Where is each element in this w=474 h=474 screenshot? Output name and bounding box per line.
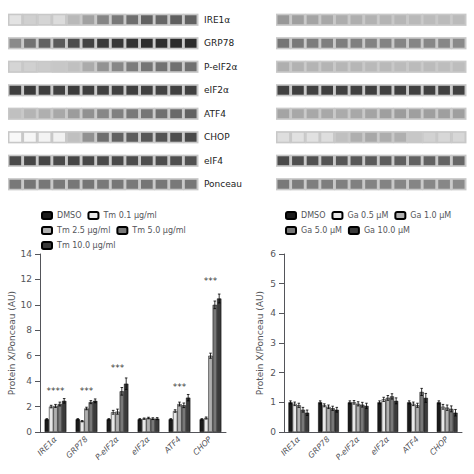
svg-text:0: 0 [26, 427, 32, 437]
svg-text:5: 5 [270, 279, 276, 289]
svg-text:4: 4 [270, 308, 276, 318]
svg-text:***: *** [173, 382, 187, 392]
svg-text:Ga 0.5 μM: Ga 0.5 μM [347, 211, 388, 220]
svg-text:12: 12 [21, 274, 32, 284]
svg-text:Ponceau: Ponceau [204, 179, 242, 189]
svg-text:eIF2α: eIF2α [130, 434, 153, 457]
svg-text:Tm 10.0 μg/ml: Tm 10.0 μg/ml [56, 241, 115, 250]
svg-text:IRE1α: IRE1α [279, 434, 302, 457]
svg-text:Protein X/Ponceau (AU): Protein X/Ponceau (AU) [255, 291, 265, 395]
svg-text:Tm 5.0 μg/ml: Tm 5.0 μg/ml [131, 226, 185, 235]
svg-text:ATF4: ATF4 [204, 109, 226, 119]
svg-text:ATF4: ATF4 [162, 435, 183, 456]
svg-text:eIF2α: eIF2α [369, 434, 392, 457]
svg-text:***: *** [204, 276, 218, 286]
svg-text:0: 0 [270, 427, 276, 437]
svg-text:****: **** [47, 386, 66, 396]
svg-text:IRE1α: IRE1α [204, 15, 230, 25]
svg-text:***: *** [111, 363, 125, 373]
svg-text:P-eIF2α: P-eIF2α [93, 434, 121, 462]
svg-text:ATF4: ATF4 [400, 435, 421, 456]
svg-text:1: 1 [270, 397, 276, 407]
svg-text:2: 2 [270, 368, 276, 378]
svg-text:Ga 1.0 μM: Ga 1.0 μM [410, 211, 451, 220]
svg-text:6: 6 [26, 351, 32, 361]
svg-text:CHOP: CHOP [204, 132, 230, 142]
svg-text:8: 8 [26, 325, 32, 335]
svg-text:CHOP: CHOP [191, 435, 214, 458]
svg-text:14: 14 [21, 249, 33, 259]
svg-text:2: 2 [26, 402, 32, 412]
svg-text:Ga 10.0 μM: Ga 10.0 μM [364, 226, 410, 235]
svg-text:Tm 2.5 μg/ml: Tm 2.5 μg/ml [56, 226, 110, 235]
svg-text:GRP78: GRP78 [306, 435, 331, 460]
svg-text:4: 4 [26, 376, 32, 386]
svg-text:DMSO: DMSO [57, 211, 81, 220]
svg-text:eIF4: eIF4 [204, 156, 223, 166]
svg-text:CHOP: CHOP [428, 435, 451, 458]
svg-text:GRP78: GRP78 [64, 435, 89, 460]
svg-text:***: *** [80, 386, 94, 396]
svg-text:eIF2α: eIF2α [204, 85, 229, 95]
svg-text:P-eIF2α: P-eIF2α [204, 62, 238, 72]
svg-text:Tm 0.1 μg/ml: Tm 0.1 μg/ml [102, 211, 156, 220]
svg-text:DMSO: DMSO [301, 211, 325, 220]
svg-text:P-eIF2α: P-eIF2α [334, 434, 362, 462]
svg-text:IRE1α: IRE1α [36, 434, 59, 457]
svg-text:6: 6 [270, 249, 276, 259]
svg-text:3: 3 [270, 338, 276, 348]
svg-text:Ga 5.0 μM: Ga 5.0 μM [301, 226, 342, 235]
svg-text:Protein X/Ponceau (AU): Protein X/Ponceau (AU) [7, 291, 17, 395]
svg-text:10: 10 [21, 300, 33, 310]
svg-text:GRP78: GRP78 [204, 38, 234, 48]
